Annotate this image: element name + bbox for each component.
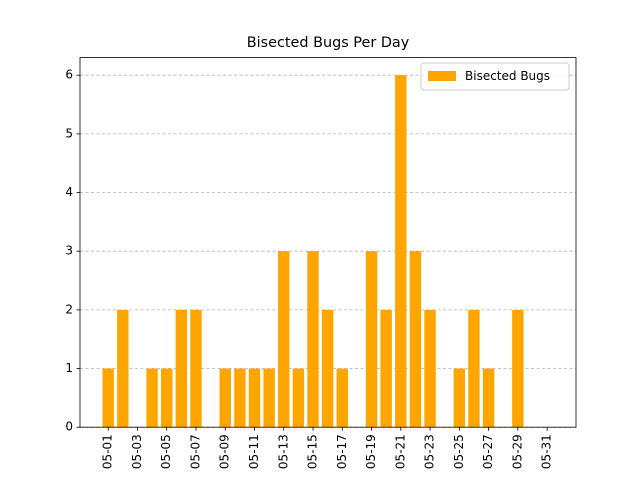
bar — [263, 368, 275, 428]
legend-label: Bisected Bugs — [465, 69, 550, 83]
legend-box — [420, 62, 570, 91]
y-tick-label: 2 — [65, 302, 73, 316]
x-tick-label: 05-13 — [276, 434, 290, 469]
y-tick-label: 4 — [65, 185, 73, 199]
bar — [102, 368, 114, 428]
bar — [175, 309, 188, 428]
bar — [424, 309, 436, 428]
bar — [482, 368, 495, 428]
bar — [278, 251, 290, 428]
bar — [117, 309, 129, 428]
x-tick-label: 05-27 — [481, 434, 495, 469]
x-tick-label: 05-07 — [188, 434, 202, 469]
axes-frame — [79, 57, 577, 428]
x-tick-label: 05-23 — [423, 434, 437, 469]
x-tick-label: 05-09 — [218, 434, 232, 469]
ticks: 0 1 2 3 4 5 6 05-01 05-03 05-05 05-07 05-09 05-11 05-… — [65, 68, 553, 469]
bar — [234, 368, 246, 428]
x-tick-label: 05-17 — [335, 434, 349, 469]
y-tick-label: 1 — [65, 361, 73, 375]
x-tick-label: 05-29 — [510, 434, 524, 469]
bar — [146, 368, 158, 428]
x-tick-label: 05-31 — [540, 434, 554, 469]
x-tick-label: 05-25 — [452, 434, 466, 469]
x-tick-label: 05-19 — [364, 434, 378, 469]
bar — [190, 309, 202, 428]
bar — [468, 309, 480, 428]
y-tick-label: 0 — [65, 420, 73, 434]
bar — [409, 251, 422, 428]
x-tick-label: 05-03 — [130, 434, 144, 469]
bar — [395, 75, 407, 428]
bar — [365, 251, 378, 428]
bar — [380, 309, 392, 428]
x-tick-label: 05-11 — [247, 434, 261, 469]
x-tick-label: 05-05 — [159, 434, 173, 469]
bar — [161, 368, 173, 428]
bar — [292, 368, 305, 428]
legend-swatch — [428, 71, 456, 81]
chart-title: Bisected Bugs Per Day — [247, 35, 410, 51]
legend: Bisected Bugs — [420, 62, 570, 91]
bar — [512, 309, 524, 428]
bars — [102, 75, 524, 428]
x-tick-label: 05-15 — [306, 434, 320, 469]
bar — [219, 368, 231, 428]
y-tick-label: 3 — [65, 244, 73, 258]
bar — [321, 309, 334, 428]
bar — [307, 251, 319, 428]
bar — [336, 368, 348, 428]
y-tick-label: 6 — [65, 68, 73, 82]
bar — [248, 368, 261, 428]
bar — [453, 368, 466, 428]
y-tick-label: 5 — [65, 126, 73, 140]
x-tick-label: 05-01 — [101, 434, 115, 469]
x-tick-label: 05-21 — [393, 434, 407, 469]
